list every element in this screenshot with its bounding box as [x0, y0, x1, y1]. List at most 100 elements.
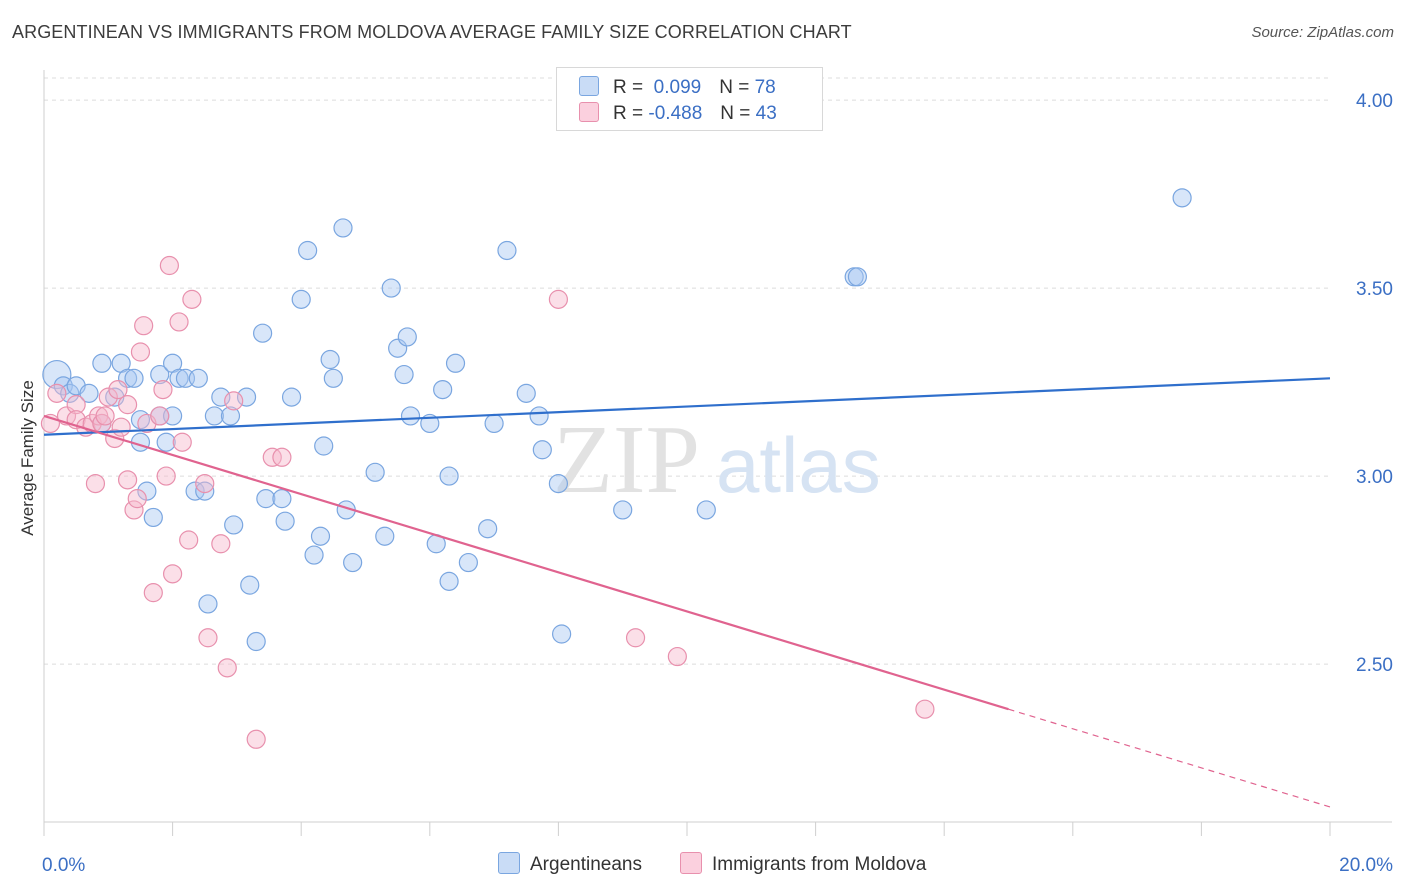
- point-moldova: [47, 383, 67, 403]
- point-argentineans: [224, 515, 244, 535]
- point-argentineans: [304, 545, 324, 565]
- point-moldova: [667, 646, 687, 667]
- point-argentineans: [613, 500, 633, 520]
- point-moldova: [272, 447, 292, 467]
- series-swatch-pink: [680, 852, 702, 874]
- watermark: ZIP atlas: [553, 406, 881, 514]
- point-argentineans: [253, 323, 273, 343]
- point-argentineans: [124, 368, 144, 388]
- point-moldova: [224, 391, 244, 411]
- trend-line-moldova-extrapolated: [1008, 708, 1331, 808]
- series-legend-label: Immigrants from Moldova: [712, 854, 927, 875]
- point-moldova: [124, 500, 144, 520]
- legend-swatch-pink: [579, 102, 599, 122]
- point-moldova: [85, 474, 106, 494]
- point-argentineans: [445, 353, 466, 373]
- point-moldova: [159, 255, 179, 276]
- point-argentineans: [198, 594, 218, 614]
- point-moldova: [111, 417, 131, 437]
- point-argentineans: [195, 481, 215, 501]
- point-argentineans: [310, 526, 331, 546]
- point-argentineans: [291, 289, 311, 309]
- point-moldova: [127, 489, 147, 509]
- gridlines: [44, 77, 1330, 665]
- trend-lines: [43, 377, 1331, 808]
- point-argentineans: [188, 368, 208, 388]
- point-argentineans: [137, 481, 157, 501]
- y-tick-label: 3.00: [1356, 467, 1393, 488]
- legend-n-value: 78: [754, 77, 776, 98]
- point-argentineans: [529, 406, 549, 426]
- point-moldova: [150, 406, 170, 426]
- point-argentineans: [169, 368, 189, 388]
- data-points: [40, 188, 1192, 749]
- point-moldova: [95, 406, 115, 426]
- point-argentineans: [320, 349, 340, 370]
- point-argentineans: [150, 364, 170, 385]
- point-argentineans: [246, 631, 266, 652]
- point-argentineans: [79, 383, 99, 403]
- point-argentineans: [185, 481, 205, 501]
- point-moldova: [98, 387, 118, 407]
- legend-n-label: N =: [719, 77, 750, 98]
- point-argentineans: [143, 507, 163, 528]
- point-moldova: [172, 432, 192, 452]
- point-argentineans: [381, 278, 401, 298]
- point-moldova: [246, 729, 266, 749]
- point-moldova: [548, 289, 569, 309]
- point-moldova: [108, 380, 128, 400]
- point-moldova: [130, 342, 151, 362]
- watermark-atlas: atlas: [716, 421, 881, 509]
- point-argentineans: [333, 218, 353, 238]
- point-moldova: [625, 628, 646, 648]
- point-argentineans: [484, 413, 504, 434]
- y-tick-label: 4.00: [1356, 91, 1393, 112]
- legend-row-argentineans: R = 0.099 N = 78: [579, 76, 776, 100]
- point-argentineans: [458, 552, 478, 573]
- point-moldova: [66, 395, 86, 415]
- point-moldova: [163, 564, 183, 584]
- point-argentineans: [156, 432, 176, 452]
- point-argentineans: [516, 383, 536, 403]
- trend-line-argentineans: [43, 377, 1331, 436]
- point-argentineans: [272, 489, 292, 509]
- watermark-zip: ZIP: [553, 406, 700, 514]
- chart-title: ARGENTINEAN VS IMMIGRANTS FROM MOLDOVA A…: [12, 22, 852, 42]
- point-argentineans: [696, 500, 716, 520]
- point-moldova: [195, 474, 215, 494]
- point-argentineans: [433, 380, 453, 400]
- point-moldova: [179, 530, 199, 550]
- series-swatch-blue: [498, 852, 520, 874]
- point-argentineans: [532, 440, 552, 460]
- point-argentineans: [497, 240, 517, 261]
- point-argentineans: [548, 474, 569, 494]
- x-tick-label: 20.0%: [1339, 855, 1393, 876]
- point-argentineans: [256, 489, 276, 509]
- point-argentineans: [439, 466, 459, 486]
- point-argentineans: [275, 511, 295, 531]
- trend-line-moldova: [43, 414, 1009, 711]
- point-argentineans: [220, 406, 241, 426]
- legend-n-value: 43: [755, 103, 777, 124]
- point-argentineans: [394, 364, 414, 385]
- series-legend-moldova: Immigrants from Moldova: [680, 852, 926, 876]
- point-argentineans: [343, 552, 363, 573]
- point-argentineans: [439, 571, 459, 591]
- legend-r-label: R =: [613, 77, 644, 98]
- point-argentineans: [1172, 188, 1192, 208]
- point-moldova: [217, 658, 237, 678]
- point-moldova: [117, 470, 138, 490]
- point-argentineans: [240, 575, 260, 595]
- point-moldova: [169, 312, 189, 332]
- point-argentineans: [204, 406, 224, 426]
- point-argentineans: [400, 406, 421, 426]
- point-argentineans: [323, 368, 343, 388]
- point-argentineans: [42, 359, 72, 390]
- legend-swatch-blue: [579, 76, 599, 96]
- point-moldova: [262, 447, 282, 467]
- point-argentineans: [478, 519, 498, 539]
- point-argentineans: [281, 387, 302, 407]
- legend-r-value: 0.099: [653, 77, 702, 98]
- y-tick-label: 3.50: [1356, 279, 1393, 300]
- x-tick-label: 0.0%: [42, 855, 85, 876]
